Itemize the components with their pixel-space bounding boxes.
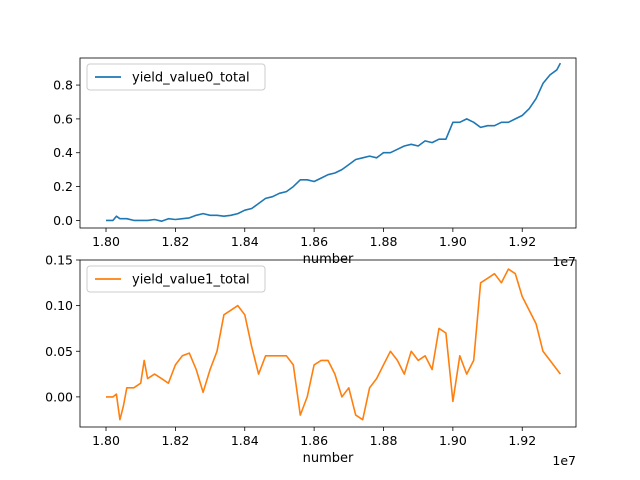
x-axis-label: number: [303, 451, 354, 466]
x-axis-label: number: [303, 252, 354, 267]
legend: yield_value1_total: [86, 265, 266, 293]
x-tick-label: 1.92: [508, 234, 536, 249]
y-tick-label: 0.8: [53, 78, 73, 93]
x-tick-label: 1.80: [92, 433, 120, 448]
x-tick-label: 1.84: [231, 433, 259, 448]
x-tick-label: 1.92: [508, 433, 536, 448]
y-tick-label: 0.10: [45, 298, 73, 313]
x-tick-label: 1.86: [300, 234, 328, 249]
axes-frame: [79, 57, 577, 229]
y-tick-label: 0.00: [45, 389, 73, 404]
y-tick-label: 0.0: [53, 213, 73, 228]
x-tick-label: 1.84: [231, 234, 259, 249]
x-tick-label: 1.82: [161, 234, 189, 249]
x-tick-label: 1.80: [92, 234, 120, 249]
y-tick-label: 0.4: [53, 145, 73, 160]
y-tick-label: 0.6: [53, 111, 73, 126]
x-offset-text: 1e7: [552, 453, 576, 468]
y-tick-label: 0.05: [45, 344, 73, 359]
y-tick-label: 0.15: [45, 253, 73, 268]
x-tick-label: 1.88: [370, 433, 398, 448]
x-offset-text: 1e7: [552, 254, 576, 269]
x-tick-label: 1.88: [370, 234, 398, 249]
axes-frame: [79, 259, 577, 428]
series-line: [106, 62, 562, 222]
legend: yield_value0_total: [86, 63, 266, 91]
top-chart-panel: 1.80 1.82 1.84 1.86 1.88 1.90 1.92 0.0 0.2 0.4 0.6…: [53, 57, 577, 269]
series-line: [106, 268, 562, 421]
legend-box: [86, 63, 266, 91]
legend-label: yield_value0_total: [132, 71, 250, 86]
legend-box: [86, 265, 266, 293]
bottom-chart-panel: 1.80 1.82 1.84 1.86 1.88 1.90 1.92 0.00 0.05 0.10…: [45, 253, 577, 468]
legend-label: yield_value1_total: [132, 273, 250, 288]
x-tick-label: 1.90: [439, 433, 467, 448]
x-tick-label: 1.82: [161, 433, 189, 448]
y-tick-label: 0.2: [53, 179, 73, 194]
x-tick-label: 1.86: [300, 433, 328, 448]
x-tick-label: 1.90: [439, 234, 467, 249]
